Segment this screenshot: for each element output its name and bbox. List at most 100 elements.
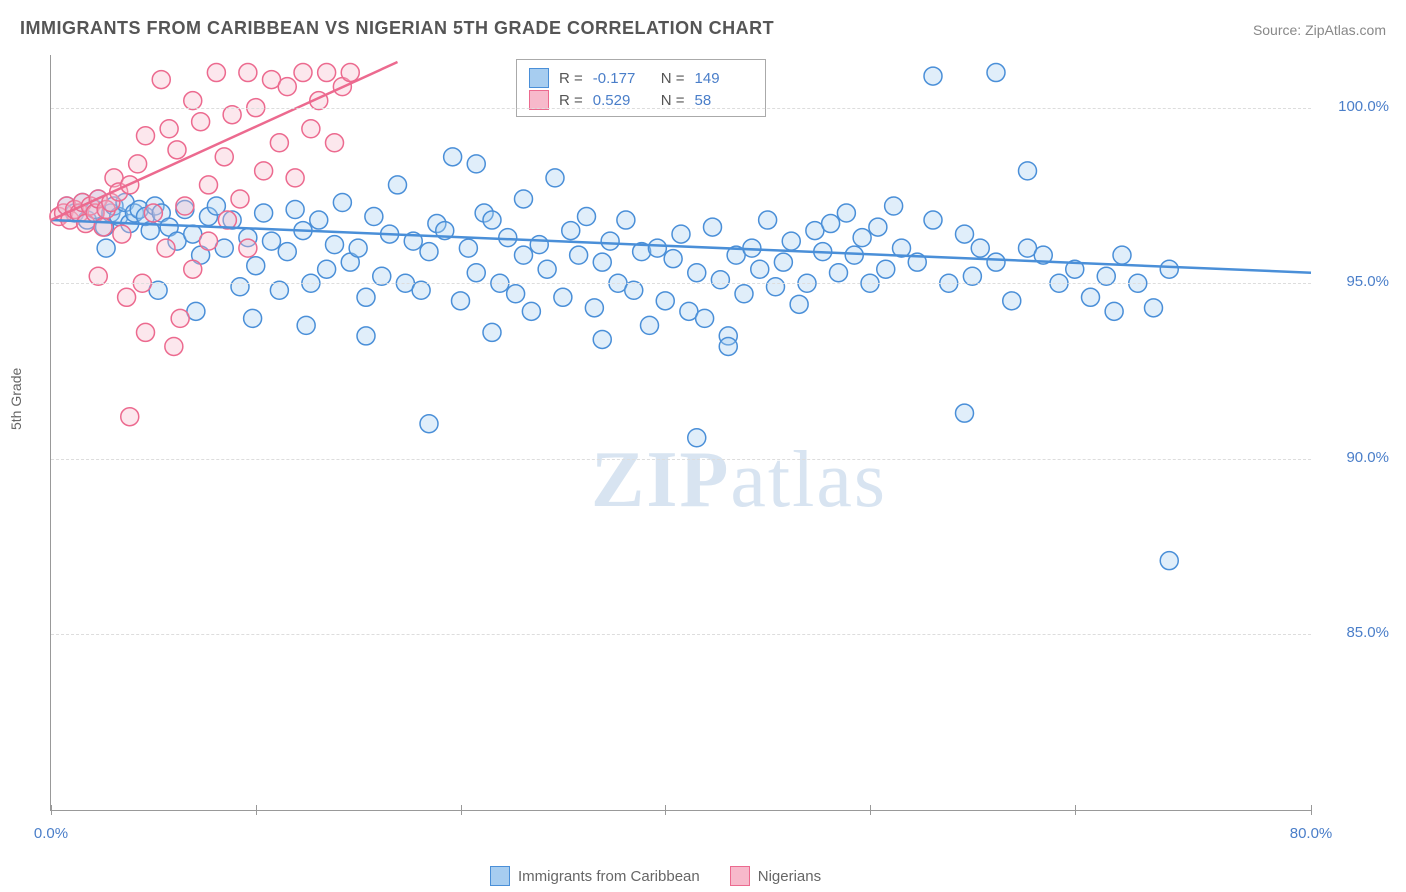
legend-r-label: R = (559, 92, 583, 109)
data-point (515, 246, 533, 264)
data-point (207, 64, 225, 82)
data-point (231, 190, 249, 208)
data-point (302, 120, 320, 138)
data-point (483, 323, 501, 341)
data-point (231, 278, 249, 296)
chart-container: IMMIGRANTS FROM CARIBBEAN VS NIGERIAN 5T… (0, 0, 1406, 892)
data-point (688, 264, 706, 282)
data-point (420, 415, 438, 433)
data-point (152, 71, 170, 89)
source-label: Source: ZipAtlas.com (1253, 22, 1386, 38)
data-point (467, 155, 485, 173)
data-point (735, 285, 753, 303)
data-point (483, 211, 501, 229)
data-point (790, 295, 808, 313)
bottom-legend: Immigrants from CaribbeanNigerians (490, 866, 821, 886)
data-point (357, 288, 375, 306)
data-point (176, 197, 194, 215)
legend-n-value: 149 (695, 70, 753, 87)
data-point (278, 243, 296, 261)
data-point (255, 162, 273, 180)
data-point (1003, 292, 1021, 310)
data-point (459, 239, 477, 257)
data-point (121, 408, 139, 426)
y-tick-label: 85.0% (1346, 624, 1389, 641)
legend-r-value: 0.529 (593, 92, 651, 109)
data-point (1019, 162, 1037, 180)
data-point (1160, 260, 1178, 278)
data-point (499, 229, 517, 247)
data-point (1105, 302, 1123, 320)
gridline (51, 108, 1311, 109)
data-point (554, 288, 572, 306)
data-point (956, 404, 974, 422)
data-point (444, 148, 462, 166)
data-point (452, 292, 470, 310)
data-point (719, 337, 737, 355)
data-point (160, 120, 178, 138)
data-point (239, 64, 257, 82)
legend-n-value: 58 (695, 92, 753, 109)
x-tick-mark (870, 805, 871, 815)
data-point (924, 211, 942, 229)
data-point (349, 239, 367, 257)
data-point (137, 323, 155, 341)
data-point (570, 246, 588, 264)
legend-row: R =-0.177N =149 (529, 68, 753, 88)
gridline (51, 634, 1311, 635)
y-tick-label: 95.0% (1346, 273, 1389, 290)
chart-svg (51, 55, 1311, 810)
data-point (144, 204, 162, 222)
data-point (664, 250, 682, 268)
data-point (546, 169, 564, 187)
data-point (696, 309, 714, 327)
data-point (294, 64, 312, 82)
bottom-legend-item: Nigerians (730, 866, 821, 886)
data-point (192, 113, 210, 131)
data-point (767, 278, 785, 296)
x-tick-mark (665, 805, 666, 815)
data-point (310, 211, 328, 229)
data-point (365, 208, 383, 226)
data-point (774, 253, 792, 271)
data-point (97, 239, 115, 257)
data-point (845, 246, 863, 264)
data-point (688, 429, 706, 447)
data-point (255, 204, 273, 222)
x-tick-mark (256, 805, 257, 815)
data-point (1160, 552, 1178, 570)
data-point (987, 64, 1005, 82)
gridline (51, 459, 1311, 460)
y-tick-label: 100.0% (1338, 98, 1389, 115)
data-point (157, 239, 175, 257)
legend-n-label: N = (661, 70, 685, 87)
data-point (648, 239, 666, 257)
x-tick-mark (1311, 805, 1312, 815)
data-point (341, 64, 359, 82)
legend-n-label: N = (661, 92, 685, 109)
data-point (593, 330, 611, 348)
data-point (1113, 246, 1131, 264)
data-point (1082, 288, 1100, 306)
data-point (987, 253, 1005, 271)
x-tick-label: 0.0% (34, 825, 68, 842)
data-point (389, 176, 407, 194)
data-point (318, 64, 336, 82)
data-point (326, 236, 344, 254)
data-point (877, 260, 895, 278)
data-point (830, 264, 848, 282)
data-point (318, 260, 336, 278)
x-tick-mark (51, 805, 52, 815)
data-point (672, 225, 690, 243)
data-point (578, 208, 596, 226)
data-point (326, 134, 344, 152)
data-point (869, 218, 887, 236)
data-point (165, 337, 183, 355)
data-point (467, 264, 485, 282)
data-point (822, 215, 840, 233)
data-point (971, 239, 989, 257)
data-point (239, 239, 257, 257)
data-point (137, 127, 155, 145)
data-point (837, 204, 855, 222)
legend-r-label: R = (559, 70, 583, 87)
